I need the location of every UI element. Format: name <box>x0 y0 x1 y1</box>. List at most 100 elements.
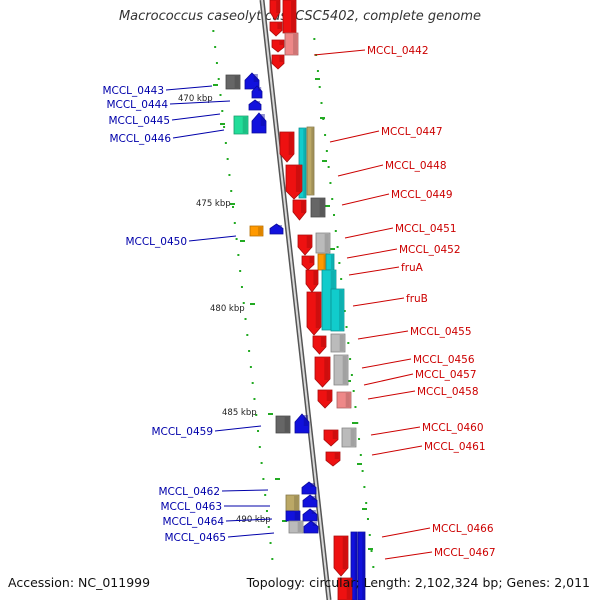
gene-label-left: MCCL_0444 <box>106 99 168 111</box>
gene-left-shade <box>303 415 308 426</box>
guide-dot-right <box>356 422 359 424</box>
gene-label-right: MCCL_0448 <box>385 160 447 172</box>
gene-right-body <box>269 21 283 37</box>
gene-right <box>330 288 345 332</box>
gene-left-body <box>294 413 310 434</box>
gene-right-body <box>310 197 326 218</box>
scale-label: 485 kbp <box>222 408 257 418</box>
genome-summary-text: Topology: circular; Length: 2,102,324 bp… <box>246 575 590 590</box>
gene-right <box>305 269 319 293</box>
label-leader-right <box>352 297 405 307</box>
guide-dot-left <box>237 254 240 256</box>
guide-dot-right <box>365 502 368 504</box>
gene-label-left: MCCL_0459 <box>151 426 213 438</box>
guide-dot-right <box>345 326 348 328</box>
gene-right-body <box>315 232 331 254</box>
gene-right <box>325 253 335 271</box>
label-leader-right <box>361 358 412 369</box>
gene-right-body <box>330 288 345 332</box>
label-leader-right <box>357 330 409 340</box>
gene-label-left: MCCL_0443 <box>102 85 164 97</box>
guide-dot-right <box>313 38 316 40</box>
gene-left <box>303 520 319 534</box>
gene-right-body <box>306 291 322 336</box>
guide-dot-left <box>267 526 270 528</box>
guide-dot-right <box>320 102 323 104</box>
tick-mark-right <box>322 160 327 162</box>
guide-dot-right <box>352 390 355 392</box>
label-leader-right <box>341 193 390 206</box>
gene-left-shade <box>312 522 317 526</box>
gene-right-shade <box>291 1 295 32</box>
tick-mark-left <box>250 303 255 305</box>
tick-mark-left <box>230 203 235 205</box>
genome-axis-highlight <box>261 0 331 600</box>
guide-dot-left <box>265 510 268 512</box>
gene-left-body <box>233 115 249 135</box>
guide-dot-left <box>246 334 249 336</box>
label-leader-right <box>346 248 398 259</box>
gene-label-right: MCCL_0449 <box>391 189 453 201</box>
label-leader-right <box>370 426 421 436</box>
gene-left-shade <box>284 417 289 432</box>
label-leader-right <box>367 390 416 400</box>
tick-mark-left <box>220 123 225 125</box>
guide-dot-left <box>228 174 231 176</box>
gene-right-body <box>292 199 307 221</box>
gene-right-body <box>357 531 366 600</box>
gene-right-shade <box>306 236 311 248</box>
gene-left-shade <box>278 225 282 227</box>
gene-right <box>325 451 341 467</box>
gene-right-shade <box>301 201 305 213</box>
gene-right <box>357 531 366 600</box>
gene-right-body <box>337 577 353 600</box>
gene-right <box>317 389 333 409</box>
gene-left-body <box>251 112 267 134</box>
guide-dot-right <box>316 70 319 72</box>
gene-label-right: MCCL_0467 <box>434 547 496 559</box>
gene-right-body <box>330 333 346 353</box>
gene-right <box>330 333 346 353</box>
gene-label-right: MCCL_0455 <box>410 326 472 338</box>
guide-dot-right <box>366 518 369 520</box>
guide-dot-right <box>368 534 371 536</box>
gene-left-body <box>225 74 241 90</box>
gene-left <box>233 115 249 135</box>
gene-left <box>302 508 318 522</box>
gene-right-shade <box>339 335 344 351</box>
guide-dot-right <box>327 166 330 168</box>
guide-dot-right <box>359 454 362 456</box>
gene-right-shade <box>303 129 306 197</box>
label-leader-right <box>313 49 366 56</box>
guide-dot-right <box>331 198 334 200</box>
guide-dot-right <box>340 278 343 280</box>
gene-left-body <box>302 494 318 508</box>
guide-dot-right <box>354 406 357 408</box>
gene-left-body <box>302 508 318 522</box>
gene-right <box>271 54 285 70</box>
scale-label: 475 kbp <box>196 199 231 209</box>
gene-right-shade <box>339 290 343 330</box>
gene-left <box>251 112 267 134</box>
gene-right-body <box>333 535 349 577</box>
gene-right <box>310 197 326 218</box>
gene-right <box>337 577 353 600</box>
gene-right-shade <box>279 56 284 62</box>
gene-left <box>225 74 241 90</box>
gene-right <box>341 427 357 448</box>
label-leader-left <box>171 113 221 121</box>
gene-left <box>285 510 301 522</box>
gene-right-body <box>336 391 352 409</box>
label-leader-right <box>381 527 431 538</box>
gene-right-body <box>301 255 315 271</box>
guide-dot-left <box>223 126 226 128</box>
gene-label-left: MCCL_0464 <box>162 516 224 528</box>
gene-label-right: MCCL_0460 <box>422 422 484 434</box>
gene-right <box>350 531 358 600</box>
gene-right <box>271 39 285 53</box>
gene-left-body <box>248 99 262 111</box>
gene-right-body <box>323 429 339 447</box>
label-leader-left <box>221 489 269 492</box>
gene-right-shade <box>362 533 365 599</box>
